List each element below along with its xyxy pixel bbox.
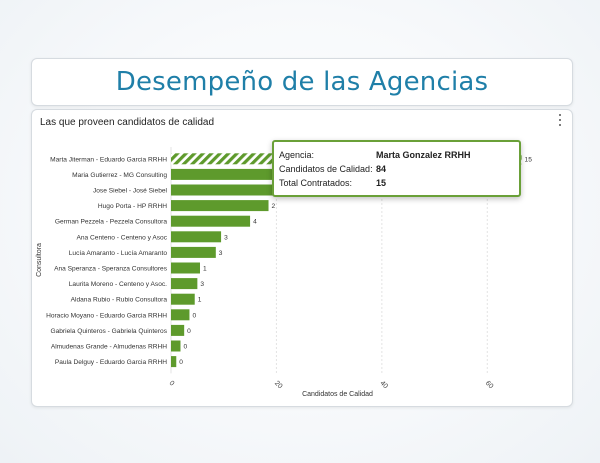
data-label: 0	[187, 328, 191, 335]
chart-title: Las que proveen candidatos de calidad	[40, 117, 215, 128]
tooltip-quality-value: 84	[376, 164, 387, 174]
data-label: 3	[224, 234, 228, 241]
tooltip-agency-label: Agencia:	[279, 150, 315, 160]
x-tick-label: 20	[273, 380, 284, 391]
bar	[171, 324, 185, 336]
data-label: 0	[192, 312, 196, 319]
data-label: 4	[253, 219, 257, 226]
category-label: Ana Centeno - Centeno y Asoc	[76, 234, 167, 241]
bar	[171, 184, 280, 196]
bar	[171, 215, 251, 227]
chart-card: Las que proveen candidatos de calidad 0 2…	[31, 109, 573, 407]
more-options-icon[interactable]	[555, 113, 565, 127]
page-title: Desempeño de las Agencias	[115, 67, 489, 97]
category-label: German Pezzela - Pezzela Consultora	[55, 219, 167, 226]
data-label: 3	[200, 281, 204, 288]
tooltip-hired-label: Total Contratados:	[279, 178, 353, 188]
bar	[171, 293, 195, 305]
y-axis-title: Consultora	[36, 243, 43, 277]
data-label: 3	[219, 250, 223, 257]
category-label: Lucía Amaranto - Lucía Amaranto	[69, 250, 168, 257]
x-tick-label: 0	[168, 380, 176, 388]
data-label: 0	[179, 359, 183, 366]
tooltip-hired-value: 15	[376, 178, 387, 188]
category-label: Aldana Rubio - Rubio Consultora	[71, 297, 168, 304]
category-label: Ana Speranza - Speranza Consultores	[54, 266, 168, 273]
data-label: 0	[183, 344, 187, 351]
category-label: Almudenas Grande - Almudenas RRHH	[51, 344, 167, 351]
bar	[171, 231, 222, 243]
category-label: Gabriela Quinteros - Gabriela Quinteros	[50, 328, 167, 335]
x-axis-title: Candidatos de Calidad	[302, 391, 373, 398]
data-label: 15	[525, 156, 533, 163]
tooltip-quality-label: Candidatos de Calidad:	[279, 164, 373, 174]
x-tick-label: 40	[378, 380, 389, 391]
category-label: Jose Siebel - José Siebel	[93, 188, 168, 195]
bar	[171, 168, 282, 180]
page-title-card: Desempeño de las Agencias	[31, 58, 573, 106]
data-label: 1	[198, 297, 202, 304]
category-label: Paula Delguy - Eduardo Garcia RRHH	[55, 359, 167, 366]
data-label: 2	[272, 203, 276, 210]
category-label: Maria Gutierrez - MG Consulting	[72, 172, 167, 179]
category-label: Hugo Porta - HP RRHH	[98, 203, 167, 210]
data-label: 1	[203, 266, 207, 273]
bar	[171, 356, 177, 368]
bar	[171, 309, 190, 321]
bar	[171, 262, 200, 274]
bar	[171, 278, 198, 290]
x-tick-label: 60	[484, 380, 495, 391]
category-label: Laurita Moreno - Centeno y Asoc.	[69, 281, 167, 288]
category-label: Horacio Moyano - Eduardo Garcia RRHH	[46, 312, 167, 319]
chart-tooltip: Agencia: Marta Gonzalez RRHH Candidatos …	[272, 140, 521, 197]
category-label: Marta Jiterman - Eduardo Garcia RRHH	[50, 156, 167, 163]
bar	[171, 340, 181, 352]
tooltip-agency-value: Marta Gonzalez RRHH	[376, 150, 471, 160]
bar	[171, 200, 269, 212]
bar	[171, 246, 216, 258]
